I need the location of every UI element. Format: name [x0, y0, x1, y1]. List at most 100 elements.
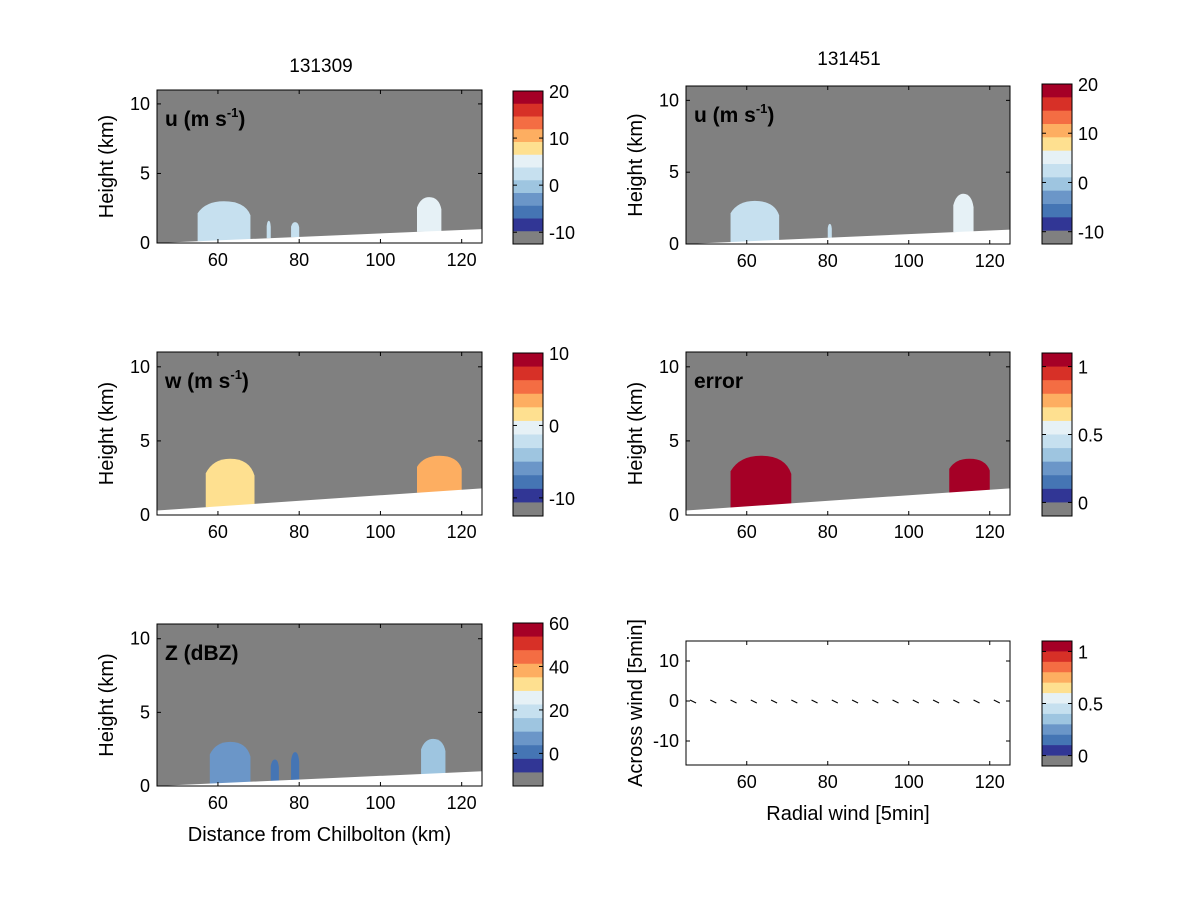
colorbar-band — [513, 205, 543, 219]
ground-wedge — [157, 229, 482, 243]
y-axis-label: Height (km) — [96, 115, 118, 218]
colorbar-band — [513, 420, 543, 435]
y-tick-label: 0 — [140, 233, 150, 253]
panel-label-main: u (m s — [694, 104, 756, 127]
panel-label-main: u (m s — [165, 108, 227, 131]
panel-label: u (m s-1) — [694, 101, 774, 127]
axes-frame — [156, 89, 483, 244]
y-tick-label: 10 — [659, 357, 679, 377]
echo-region — [291, 752, 300, 780]
colorbar-band — [513, 91, 543, 105]
panel-label-end: ) — [238, 108, 245, 131]
x-axis-label: Distance from Chilbolton (km) — [188, 824, 451, 846]
colorbar: 10.50 — [1041, 640, 1103, 767]
colorbar-band — [1042, 150, 1072, 165]
y-tick-label: 5 — [669, 162, 679, 182]
colorbar-frame — [1041, 83, 1073, 245]
colorbar-band — [1042, 745, 1072, 757]
colorbar-band — [513, 448, 543, 463]
colorbar-tick-label: 0 — [549, 176, 559, 196]
colorbar-band — [513, 772, 543, 787]
ground-wedge — [686, 488, 1010, 515]
echo-region — [730, 200, 780, 243]
wind-arrow — [851, 699, 859, 704]
ground-wedge — [157, 771, 482, 786]
x-tick-label: 80 — [818, 772, 838, 792]
echo-region — [953, 193, 974, 233]
wind-arrow — [872, 699, 879, 704]
panel-label-superscript: -1 — [756, 101, 768, 116]
panel-label: w (m s-1) — [164, 367, 249, 393]
y-tick-label: 10 — [130, 357, 150, 377]
panel-5: Z (dBZ) 60 80 100 120 0 5 10 Height (km) Distance… — [96, 614, 569, 846]
colorbar-band — [1042, 488, 1072, 503]
x-tick-label: 60 — [208, 250, 228, 270]
colorbar-band — [513, 193, 543, 207]
panel-label: error — [694, 370, 743, 393]
y-tick-label: 0 — [669, 691, 679, 711]
colorbar-band — [513, 502, 543, 517]
colorbar-band — [513, 142, 543, 156]
colorbar-tick-label: 0 — [1078, 493, 1088, 513]
x-tick-label: 100 — [365, 522, 395, 542]
y-tick-label: 5 — [140, 163, 150, 183]
colorbar-band — [513, 129, 543, 143]
colorbar-band — [513, 116, 543, 130]
x-tick-label: 80 — [289, 793, 309, 813]
echo-region — [421, 738, 446, 775]
wind-arrow — [811, 699, 818, 704]
colorbar-tick-label: 10 — [549, 129, 569, 149]
x-tick-label: 60 — [208, 522, 228, 542]
colorbar-band — [1042, 651, 1072, 663]
ground-wedge — [686, 229, 1010, 244]
colorbar-band — [1042, 713, 1072, 725]
colorbar-band — [1042, 366, 1072, 381]
wind-arrow — [932, 699, 940, 704]
colorbar-band — [513, 488, 543, 503]
colorbar-band — [1042, 475, 1072, 490]
y-axis-label: Height (km) — [625, 113, 647, 216]
y-tick-label: 5 — [140, 702, 150, 722]
x-tick-label: 60 — [737, 522, 757, 542]
echo-region — [197, 201, 251, 242]
colorbar-band — [1042, 393, 1072, 408]
colorbar-tick-label: 20 — [549, 701, 569, 721]
x-axis-label: Radial wind [5min] — [766, 803, 929, 825]
x-tick-label: 60 — [208, 793, 228, 813]
colorbar-band — [1042, 461, 1072, 476]
x-tick-label: 120 — [975, 772, 1005, 792]
x-tick-label: 100 — [894, 522, 924, 542]
colorbar-band — [513, 650, 543, 665]
colorbar-band — [1042, 124, 1072, 138]
colorbar-band — [1042, 755, 1072, 767]
panel-label-main: w (m s — [164, 370, 230, 393]
colorbar-band — [513, 663, 543, 678]
colorbar-band — [1042, 448, 1072, 463]
x-tick-label: 120 — [447, 250, 477, 270]
y-axis-label: Height (km) — [96, 382, 118, 485]
colorbar-band — [513, 677, 543, 692]
colorbar-band — [513, 218, 543, 232]
colorbar-band — [513, 690, 543, 705]
colorbar-tick-label: 20 — [1078, 75, 1098, 95]
y-tick-label: 0 — [140, 776, 150, 796]
colorbar-band — [513, 180, 543, 194]
y-tick-label: 0 — [669, 505, 679, 525]
colorbar-band — [1042, 420, 1072, 435]
colorbar-tick-label: 20 — [549, 82, 569, 102]
wind-arrow — [689, 699, 697, 704]
wind-arrow — [953, 699, 960, 704]
x-tick-label: 100 — [894, 251, 924, 271]
panel-label-main: Z (dBZ) — [165, 642, 238, 665]
y-tick-label: 10 — [130, 94, 150, 114]
colorbar-band — [1042, 641, 1072, 652]
colorbar: 60 40 20 0 — [512, 614, 569, 787]
x-tick-label: 80 — [289, 250, 309, 270]
colorbar-tick-label: 0 — [549, 416, 559, 436]
colorbar-band — [513, 745, 543, 760]
colorbar-band — [1042, 137, 1072, 152]
colorbar-band — [513, 366, 543, 381]
